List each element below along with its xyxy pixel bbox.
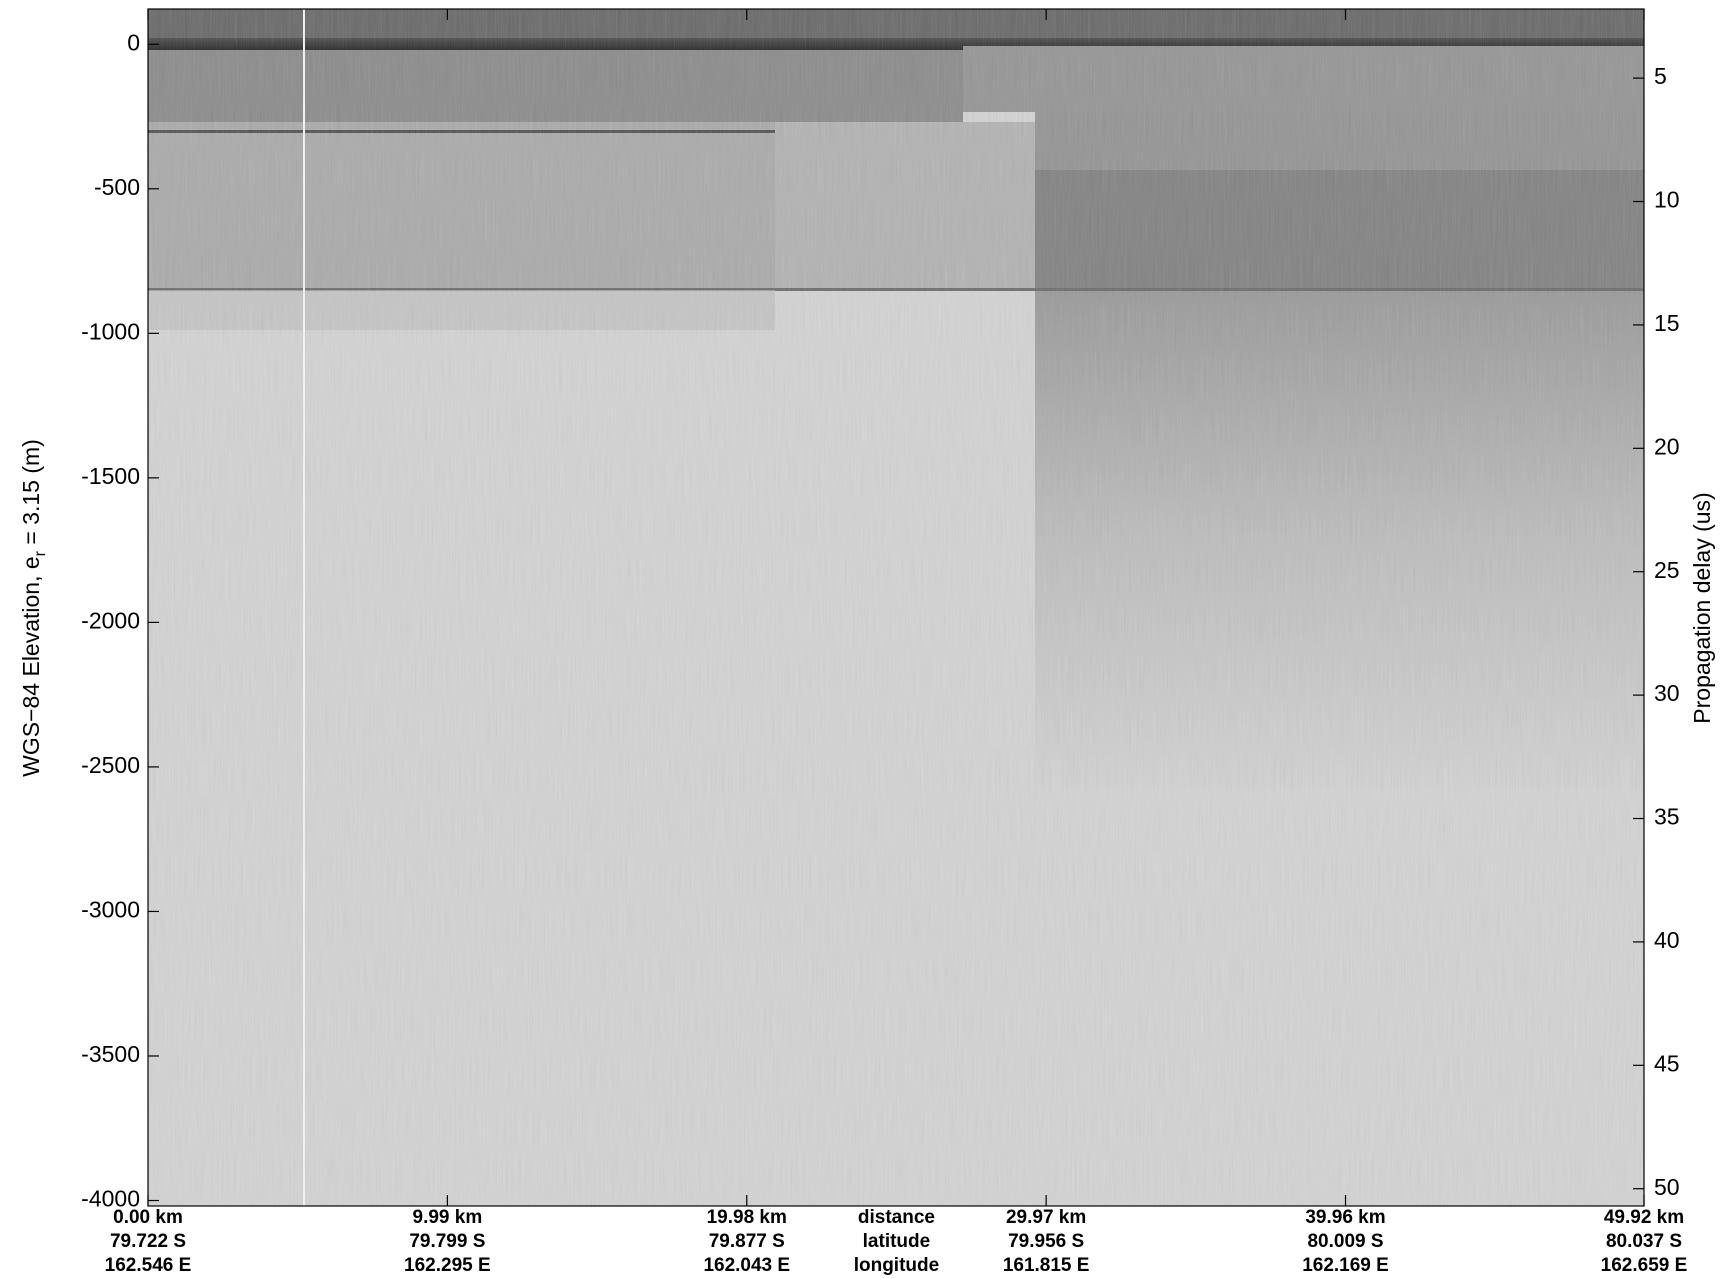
y-tick-label: -2500 (81, 752, 140, 778)
y-tick-label: -500 (94, 174, 140, 200)
plot-frame (147, 8, 1645, 1207)
x-distance-label: 19.98 km (707, 1207, 787, 1228)
x-longitude-label: 161.815 E (1003, 1255, 1090, 1276)
y2-tick-label: 45 (1654, 1050, 1680, 1076)
y2-tick-label: 20 (1654, 433, 1680, 459)
y2-tick-label: 15 (1654, 310, 1680, 336)
x-latitude-label: 80.009 S (1307, 1231, 1383, 1252)
y-tick-label: -2000 (81, 607, 140, 633)
y-axis-label: WGS−84 Elevation, er = 3.15 (m) (18, 439, 49, 777)
x-longitude-label: 162.043 E (703, 1255, 790, 1276)
row-header: longitude (854, 1255, 939, 1276)
y-label-subscript: r (32, 550, 49, 556)
row-header: distance (858, 1207, 935, 1228)
y2-tick-label: 5 (1654, 63, 1667, 89)
x-longitude-label: 162.659 E (1601, 1255, 1688, 1276)
x-distance-label: 9.99 km (413, 1207, 483, 1228)
x-distance-label: 0.00 km (113, 1207, 183, 1228)
x-latitude-label: 79.722 S (110, 1231, 186, 1252)
y2-axis-label: Propagation delay (us) (1689, 492, 1715, 723)
y-tick-label: -1000 (81, 318, 140, 344)
x-longitude-label: 162.546 E (105, 1255, 192, 1276)
y-tick-label: -1500 (81, 463, 140, 489)
y-tick-label: -4000 (81, 1186, 140, 1212)
y2-tick-label: 10 (1654, 187, 1680, 213)
y2-tick-label: 30 (1654, 680, 1680, 706)
y2-tick-label: 35 (1654, 804, 1680, 830)
y-tick-label: 0 (127, 29, 140, 55)
x-distance-label: 29.97 km (1006, 1207, 1086, 1228)
x-latitude-label: 79.799 S (409, 1231, 485, 1252)
y-label-suffix: = 3.15 (m) (18, 439, 44, 551)
x-latitude-label: 79.877 S (709, 1231, 785, 1252)
y2-tick-label: 50 (1654, 1174, 1680, 1200)
y-tick-label: -3000 (81, 897, 140, 923)
x-latitude-label: 79.956 S (1008, 1231, 1084, 1252)
echogram-image (148, 9, 1644, 1206)
y-tick-label: -3500 (81, 1041, 140, 1067)
x-distance-label: 39.96 km (1305, 1207, 1385, 1228)
row-header: latitude (863, 1231, 931, 1252)
x-longitude-label: 162.295 E (404, 1255, 491, 1276)
y2-tick-label: 25 (1654, 557, 1680, 583)
x-distance-label: 49.92 km (1604, 1207, 1684, 1228)
y2-tick-label: 40 (1654, 927, 1680, 953)
x-latitude-label: 80.037 S (1606, 1231, 1682, 1252)
x-longitude-label: 162.169 E (1302, 1255, 1389, 1276)
y-label-main: WGS−84 Elevation, e (18, 556, 44, 777)
